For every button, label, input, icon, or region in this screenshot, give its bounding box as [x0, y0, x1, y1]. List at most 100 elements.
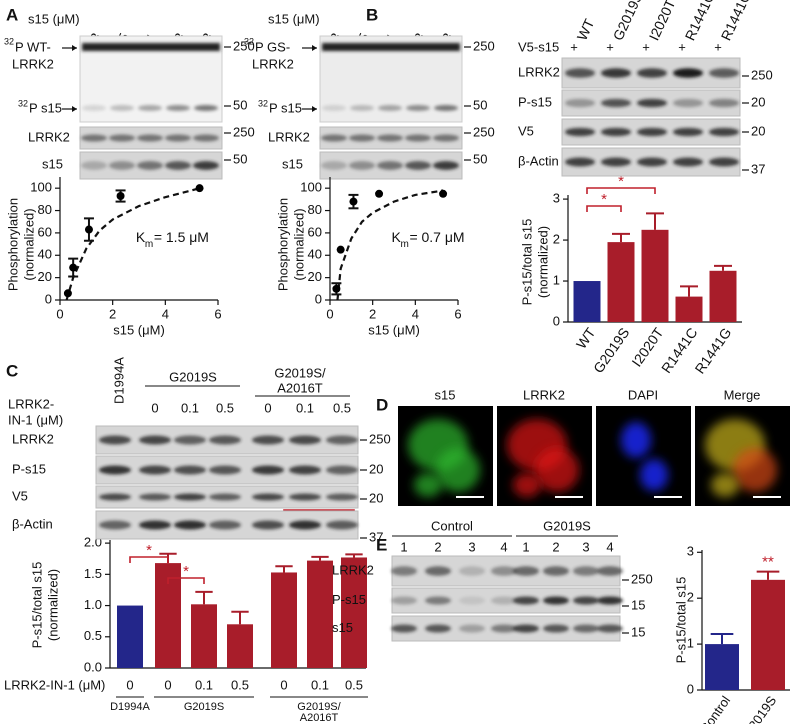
- x-tick-label: 0: [326, 306, 333, 321]
- blot-band: [673, 68, 703, 78]
- y-axis-label: (normalized): [291, 208, 306, 280]
- mw-label: 50: [473, 151, 487, 166]
- label: LRRK2: [12, 56, 54, 71]
- label: P GS-: [255, 39, 290, 54]
- significance-label: *: [183, 563, 189, 580]
- blot-band: [350, 105, 374, 111]
- row-label: LRRK2: [332, 562, 374, 577]
- lane-label: 4: [606, 539, 613, 554]
- bar: [191, 604, 217, 668]
- mw-label: 37: [751, 161, 765, 176]
- blot-band: [709, 68, 739, 78]
- y-axis-label: (normalized): [535, 226, 550, 298]
- blot-band: [139, 493, 171, 501]
- blot-band: [709, 127, 739, 137]
- y-tick-label: 0: [315, 291, 322, 306]
- channel-label: LRRK2: [523, 387, 565, 402]
- blot-band: [109, 134, 135, 142]
- blot-band: [543, 566, 569, 576]
- lane-label: D1994A: [111, 357, 126, 404]
- blot-band: [193, 134, 219, 142]
- label: A2016T: [277, 380, 323, 395]
- data-point: [116, 192, 125, 201]
- row-label: V5: [518, 123, 534, 138]
- blot-band: [322, 43, 460, 51]
- y-tick-label: 0.0: [84, 659, 102, 674]
- blot-band: [378, 105, 402, 111]
- blot-band: [109, 161, 135, 170]
- y-axis-label: (normalized): [21, 208, 36, 280]
- x-tick-label: WT: [573, 324, 599, 351]
- row-label: β-Actin: [518, 153, 559, 168]
- lane-label: 1: [522, 539, 529, 554]
- blot-band: [597, 624, 623, 633]
- blot-band: [252, 493, 284, 501]
- mw-label: 20: [369, 490, 383, 505]
- mw-label: 50: [473, 97, 487, 112]
- blot-band: [597, 566, 623, 576]
- blot-band: [543, 624, 569, 633]
- label: LRRK2-: [8, 396, 54, 411]
- annotation: K: [391, 229, 401, 245]
- blot-band: [433, 134, 459, 142]
- blot-band: [601, 127, 631, 137]
- lane-label: 1: [400, 539, 407, 554]
- y-tick-label: 20: [38, 269, 52, 284]
- label: s15: [42, 156, 63, 171]
- blot-band: [377, 161, 403, 170]
- data-point: [349, 197, 358, 206]
- y-tick-label: 1: [687, 636, 694, 651]
- blot-band: [565, 157, 595, 167]
- blot-band: [573, 624, 599, 633]
- blot-band: [565, 98, 595, 108]
- blot-band: [391, 624, 417, 633]
- x-tick-label: 4: [412, 306, 419, 321]
- cell: [535, 448, 579, 492]
- category-title: LRRK2-IN-1 (μM): [4, 677, 105, 692]
- blot-band: [139, 435, 171, 445]
- blot-band: [174, 520, 206, 530]
- blot-band: [289, 465, 321, 475]
- significance-bracket: [586, 187, 656, 194]
- lane-label: 2: [552, 539, 559, 554]
- mw-label: 50: [233, 151, 247, 166]
- y-axis-label: Phosphorylation: [275, 198, 290, 291]
- blot-band: [174, 465, 206, 475]
- blot-band: [709, 157, 739, 167]
- panel-label: A: [6, 5, 18, 24]
- y-tick-label: 100: [30, 180, 52, 195]
- blot-band: [137, 161, 163, 170]
- y-tick-label: 0: [687, 681, 694, 696]
- x-tick-label: 0: [164, 677, 171, 692]
- annotation: K: [136, 229, 146, 245]
- cell: [414, 473, 442, 497]
- blot-band: [289, 435, 321, 445]
- bar: [705, 644, 739, 690]
- plus-sign: +: [570, 39, 578, 54]
- row-label: P-s15: [518, 94, 552, 109]
- mw-label: 20: [369, 461, 383, 476]
- blot-band: [349, 134, 375, 142]
- blot-band: [513, 596, 539, 605]
- blot-band: [321, 134, 347, 142]
- blot-band: [209, 520, 241, 530]
- arrow-head: [72, 45, 77, 51]
- bar: [709, 270, 737, 322]
- lane-label: R1441C: [682, 0, 718, 43]
- x-tick-label: 6: [214, 306, 221, 321]
- channel-label: DAPI: [628, 387, 658, 402]
- blot-band: [573, 596, 599, 605]
- bar: [227, 624, 253, 668]
- blot-band: [673, 127, 703, 137]
- cell: [436, 448, 480, 492]
- significance-bracket: [586, 205, 622, 212]
- micrograph: [596, 406, 691, 506]
- x-tick-label: 6: [454, 306, 461, 321]
- label: IN-1 (μM): [8, 412, 63, 427]
- y-tick-label: 60: [38, 224, 52, 239]
- y-tick-label: 3: [553, 191, 560, 206]
- blot-band: [391, 596, 417, 605]
- bar: [751, 579, 785, 690]
- x-tick-label: 2: [109, 306, 116, 321]
- label: G2019S: [169, 369, 217, 384]
